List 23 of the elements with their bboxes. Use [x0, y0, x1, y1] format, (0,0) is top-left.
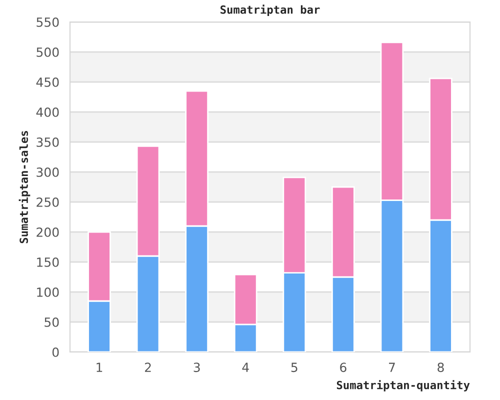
chart-title: Sumatriptan bar: [220, 4, 320, 16]
y-tick-label: 250: [36, 197, 59, 207]
x-tick-label: 2: [144, 362, 151, 372]
y-axis-title: Sumatriptan-sales: [18, 131, 30, 244]
x-tick-label: 3: [194, 362, 200, 372]
y-tick-label: 350: [36, 137, 59, 147]
y-tick-label: 550: [36, 17, 59, 27]
y-tick-label: 0: [52, 347, 59, 357]
y-tick-label: 100: [37, 287, 59, 297]
y-tick-label: 400: [36, 107, 59, 117]
x-tick-label: 4: [242, 362, 249, 372]
x-tick-label: 5: [291, 362, 298, 372]
y-tick-label: 50: [44, 317, 59, 327]
y-tick-label: 450: [36, 77, 59, 87]
y-tick-label: 500: [36, 47, 59, 57]
x-tick-label: 8: [438, 362, 444, 372]
x-tick-label: 7: [389, 362, 395, 372]
y-tick-label: 200: [36, 227, 59, 237]
x-axis-title: Sumatriptan-quantity: [336, 380, 470, 392]
x-tick-label: 1: [96, 362, 102, 372]
y-tick-label: 150: [37, 257, 59, 267]
x-tick-label: 6: [340, 362, 346, 372]
y-tick-label: 300: [36, 167, 59, 177]
